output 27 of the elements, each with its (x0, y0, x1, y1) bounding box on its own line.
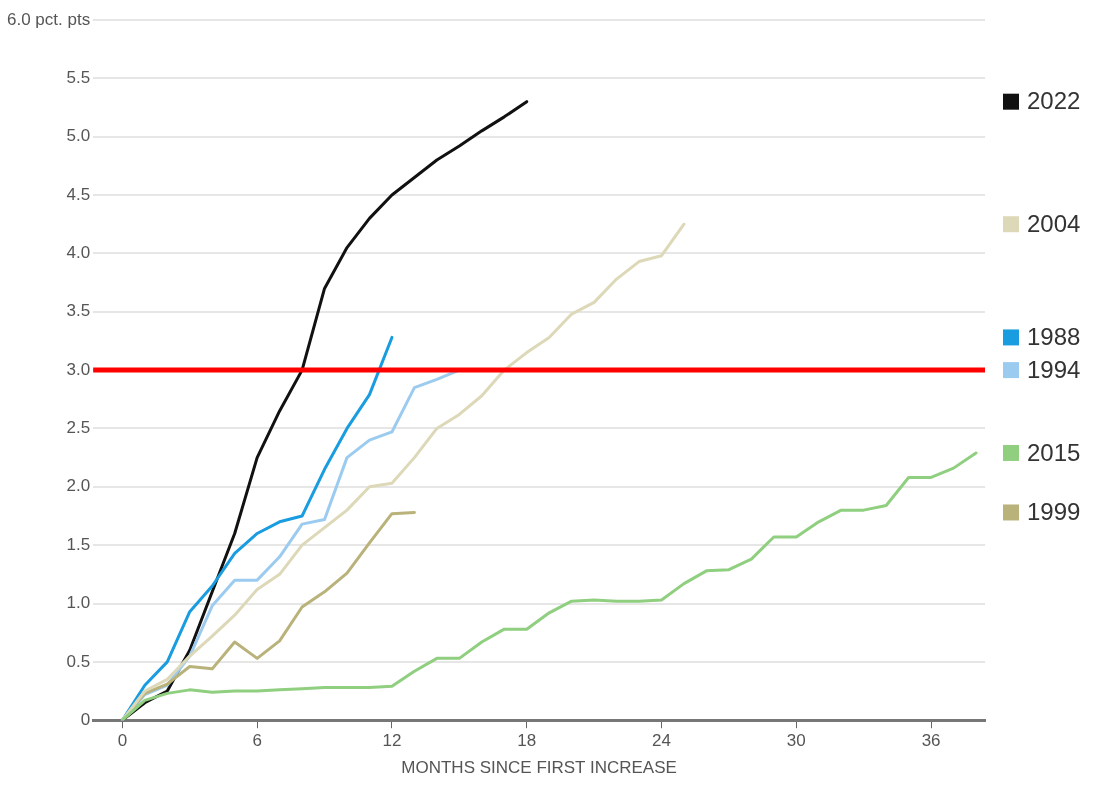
y-tick-label: 4.0 (66, 243, 91, 263)
legend-label: 2015 (1027, 438, 1081, 466)
x-tick-label: 30 (786, 731, 806, 751)
y-tick-label: 1.5 (66, 534, 91, 554)
legend-label: 1999 (1027, 498, 1081, 526)
y-tick-label: 3.0 (66, 359, 91, 379)
x-tick-label: 18 (517, 731, 537, 751)
y-tick-label: 1.0 (66, 593, 91, 613)
x-tick-label: 6 (252, 731, 262, 751)
y-tick-label: 2.5 (66, 418, 91, 438)
legend-label: 2022 (1027, 87, 1081, 115)
y-tick-label: 0 (80, 709, 91, 729)
legend-label: 1988 (1027, 323, 1081, 351)
y-tick-label: 5.5 (66, 68, 91, 88)
y-tick-label: 6.0 pct. pts (6, 9, 91, 29)
y-tick-label: 4.5 (66, 184, 91, 204)
y-tick-label: 5.0 (66, 126, 91, 146)
y-tick-label: 3.5 (66, 301, 91, 321)
x-tick-label: 12 (382, 731, 402, 751)
legend-label: 2004 (1027, 209, 1081, 237)
y-tick-label: 0.5 (66, 651, 91, 671)
x-tick-label: 0 (117, 731, 128, 751)
legend-label: 1994 (1027, 355, 1081, 383)
y-tick-label: 2.0 (66, 476, 91, 496)
x-tick-label: 24 (652, 731, 671, 751)
x-tick-label: 36 (921, 731, 941, 751)
x-axis-title: MONTHS SINCE FIRST INCREASE (401, 758, 677, 778)
